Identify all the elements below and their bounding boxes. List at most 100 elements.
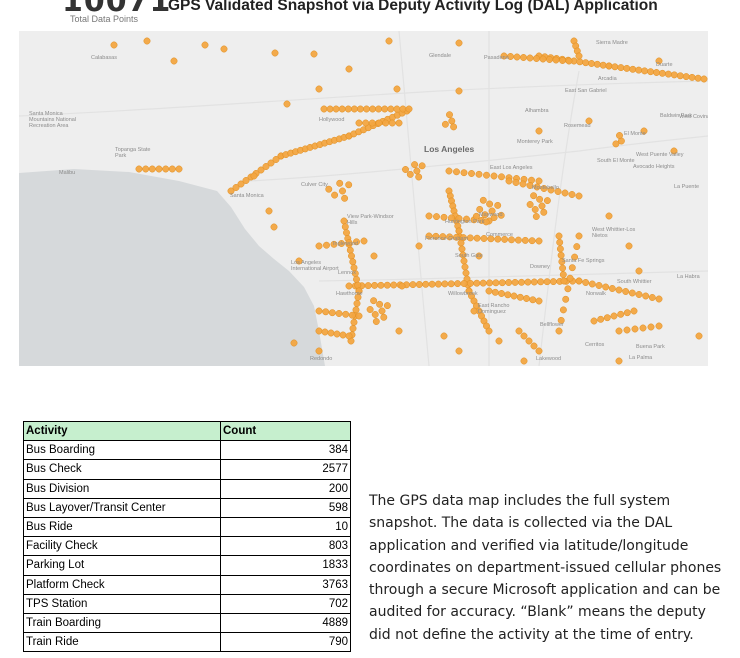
gps-point — [575, 192, 583, 200]
count-cell: 803 — [220, 536, 351, 557]
gps-point — [350, 105, 358, 113]
gps-point — [460, 169, 468, 177]
gps-point — [441, 280, 449, 288]
gps-point — [175, 165, 183, 173]
gps-point — [670, 71, 678, 79]
gps-point — [515, 327, 523, 335]
gps-point — [320, 105, 328, 113]
gps-point — [501, 235, 509, 243]
gps-point — [575, 232, 583, 240]
map-place-label: Maywood — [479, 212, 503, 218]
gps-point — [480, 235, 488, 242]
gps-point — [518, 278, 525, 286]
gps-point — [526, 201, 534, 208]
table-row: Parking Lot 1833 — [23, 555, 351, 576]
gps-point — [473, 234, 481, 242]
gps-point — [555, 327, 563, 335]
gps-point — [535, 237, 543, 245]
gps-point — [571, 253, 579, 261]
map-place-label: Lakewood — [536, 356, 562, 362]
gps-point — [481, 211, 489, 219]
gps-point — [353, 238, 360, 246]
activity-cell: Bus Check — [23, 459, 221, 480]
map-place-label: South El Monte — [597, 158, 635, 164]
gps-point — [352, 306, 360, 314]
table-row: Train Boarding 4889 — [23, 612, 351, 634]
gps-point — [315, 85, 323, 93]
map-canvas — [19, 31, 708, 366]
gps-point — [375, 119, 383, 127]
gps-point — [378, 307, 386, 315]
gps-point — [599, 61, 607, 69]
gps-point — [220, 45, 228, 53]
gps-point — [530, 278, 538, 286]
count-cell: 384 — [220, 440, 351, 461]
gps-point — [237, 180, 245, 188]
map-place-label: Rosemead — [564, 123, 591, 129]
gps-point — [559, 57, 566, 64]
gps-point — [700, 75, 708, 83]
gps-point — [349, 325, 357, 332]
gps-map[interactable]: Calabasas Glendale Pasadena Sierra Madre Dua… — [19, 31, 708, 366]
gps-point — [615, 327, 623, 335]
map-place-label: West Covina — [679, 114, 708, 120]
gps-point — [639, 324, 647, 332]
gps-point — [328, 309, 336, 317]
gps-point — [381, 105, 389, 113]
map-place-label: Cerritos — [585, 342, 605, 348]
gps-point — [504, 291, 512, 299]
gps-point — [448, 214, 455, 222]
gps-point — [510, 292, 518, 300]
activity-cell: Bus Boarding — [23, 440, 221, 461]
gps-point — [315, 347, 323, 355]
map-place-label: Hawthorne — [336, 291, 363, 297]
gps-point — [339, 331, 347, 339]
map-place-label: Downey — [530, 264, 550, 270]
gps-point — [647, 323, 655, 331]
gps-point — [535, 127, 543, 135]
gps-point — [168, 165, 176, 173]
gps-point — [383, 302, 391, 310]
map-place-label: Inglewood — [333, 241, 359, 247]
activity-cell: Facility Check — [23, 536, 221, 557]
gps-point — [635, 66, 643, 74]
gps-point — [559, 271, 567, 279]
gps-point — [368, 119, 376, 127]
gps-point — [360, 237, 368, 245]
gps-point — [390, 281, 398, 289]
gps-point — [453, 233, 460, 241]
gps-point — [490, 172, 498, 180]
gps-point — [531, 206, 539, 213]
gps-point — [356, 105, 364, 113]
gps-point — [290, 339, 298, 347]
gps-point — [530, 192, 538, 200]
gps-point — [521, 236, 529, 244]
gps-point — [625, 242, 633, 250]
gps-point — [629, 65, 637, 73]
gps-point — [336, 179, 344, 187]
gps-point — [338, 105, 346, 113]
gps-point — [537, 278, 545, 286]
gps-point — [615, 286, 623, 294]
gps-point — [335, 310, 343, 317]
map-place-label: East Los Angeles — [490, 165, 533, 171]
gps-point — [455, 87, 463, 95]
gps-point — [393, 105, 401, 113]
gps-point — [532, 213, 540, 220]
gps-point — [388, 119, 396, 127]
gps-point — [250, 172, 258, 180]
gps-point — [546, 56, 553, 63]
gps-point — [523, 295, 530, 302]
gps-point — [568, 191, 576, 198]
gps-point — [350, 318, 358, 326]
gps-point — [448, 117, 456, 125]
gps-point — [455, 39, 463, 47]
gps-point — [555, 232, 563, 240]
gps-point — [605, 62, 613, 70]
gps-point — [475, 170, 483, 178]
gps-point — [524, 278, 532, 286]
gps-point — [405, 105, 413, 113]
gps-point — [432, 232, 440, 240]
gps-point — [425, 232, 433, 240]
gps-point — [354, 281, 362, 289]
